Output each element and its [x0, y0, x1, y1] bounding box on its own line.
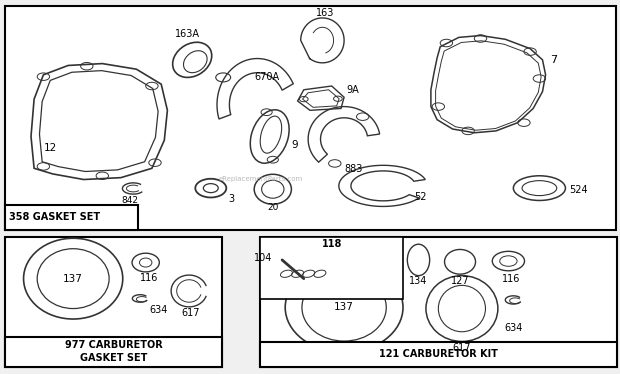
Text: 137: 137 [334, 303, 354, 312]
Text: 617: 617 [453, 343, 471, 353]
Bar [5, 337, 222, 367]
Text: 634: 634 [504, 323, 523, 333]
Bar [260, 237, 617, 367]
Text: 883: 883 [344, 164, 363, 174]
Text: 116: 116 [140, 273, 158, 282]
Bar [260, 237, 403, 299]
Text: 634: 634 [149, 306, 168, 315]
Text: 977 CARBURETOR
GASKET SET: 977 CARBURETOR GASKET SET [64, 340, 162, 363]
Text: 104: 104 [254, 253, 273, 263]
Text: 617: 617 [182, 309, 200, 318]
Bar [5, 205, 138, 230]
Text: 9: 9 [291, 140, 298, 150]
Text: 358 GASKET SET: 358 GASKET SET [9, 212, 100, 222]
Text: 116: 116 [502, 274, 521, 284]
Bar [5, 6, 616, 230]
Bar [5, 237, 222, 367]
Text: 3: 3 [228, 194, 234, 204]
Text: 12: 12 [43, 143, 56, 153]
Text: 127: 127 [451, 276, 469, 285]
Text: 134: 134 [409, 276, 428, 285]
Text: 121 CARBURETOR KIT: 121 CARBURETOR KIT [379, 349, 498, 359]
Bar [260, 342, 617, 367]
Text: 118: 118 [322, 239, 342, 249]
Text: 163A: 163A [175, 30, 200, 39]
Text: 137: 137 [63, 274, 83, 283]
Text: 52: 52 [414, 192, 427, 202]
Text: 9A: 9A [346, 85, 359, 95]
Text: 163: 163 [316, 8, 335, 18]
Text: eReplacementParts.com: eReplacementParts.com [218, 176, 303, 182]
Text: 842: 842 [122, 196, 139, 205]
Text: 670A: 670A [254, 72, 279, 82]
Text: 20: 20 [267, 203, 278, 212]
Text: 7: 7 [551, 55, 557, 65]
Text: 524: 524 [569, 185, 588, 195]
